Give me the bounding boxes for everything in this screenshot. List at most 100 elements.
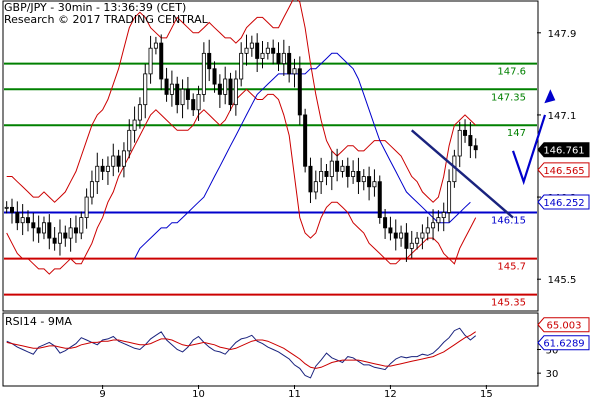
candle: [303, 108, 308, 173]
x-axis-tick-label: 12: [384, 389, 397, 400]
candle: [25, 210, 30, 232]
candle: [276, 42, 281, 71]
candle: [111, 143, 116, 177]
candle-body: [132, 119, 137, 131]
candle: [447, 169, 452, 223]
candle: [420, 224, 425, 250]
candle: [185, 76, 190, 110]
candle-body: [20, 217, 25, 224]
price-badge-label-2: 146.252: [543, 198, 584, 209]
bollinger-lower-line: [6, 88, 477, 275]
rsi-plot: [6, 327, 477, 379]
candle: [431, 209, 436, 241]
candle-body: [447, 181, 452, 213]
rsi-series-line-0: [6, 327, 477, 379]
candle: [393, 219, 398, 251]
candle: [319, 157, 324, 194]
candle: [441, 202, 446, 232]
candle: [63, 225, 68, 247]
candle-body: [169, 83, 174, 95]
candle-body: [95, 165, 100, 183]
candle: [196, 85, 201, 121]
candle: [31, 212, 36, 242]
candle-body: [457, 129, 462, 157]
candle-body: [180, 88, 185, 106]
candle-body: [281, 52, 286, 64]
rsi-axis-tick-label: 50: [546, 346, 559, 357]
candle: [409, 230, 414, 259]
candle: [388, 216, 393, 241]
candle-body: [116, 155, 121, 167]
candle: [372, 169, 377, 197]
candle: [335, 148, 340, 182]
level-label-3: 146.15: [491, 215, 526, 226]
candle: [121, 142, 126, 178]
candle: [105, 156, 110, 185]
candle-body: [276, 52, 281, 64]
candle: [175, 76, 180, 114]
candle: [233, 70, 238, 116]
candle: [356, 157, 361, 194]
candle: [148, 35, 153, 84]
candle-body: [68, 227, 73, 239]
candle: [57, 219, 62, 256]
x-axis-tick-label: 10: [192, 389, 205, 400]
rsi-badge-label-0: 65.003: [547, 321, 582, 332]
candle: [95, 152, 100, 194]
candle: [383, 208, 388, 239]
candle-body: [57, 232, 62, 244]
candle-body: [41, 222, 46, 234]
candle: [207, 39, 212, 82]
candle-body: [367, 176, 372, 188]
candle-body: [63, 232, 68, 239]
candle: [41, 216, 46, 240]
candle: [191, 93, 196, 116]
candle: [212, 61, 217, 93]
candle-body: [399, 232, 404, 239]
candle: [329, 151, 334, 191]
candle-body: [319, 170, 324, 183]
candle-body: [25, 217, 30, 224]
candle-body: [313, 181, 318, 193]
candle-body: [153, 42, 158, 49]
candle: [361, 169, 366, 191]
candle-body: [159, 42, 164, 80]
candle-body: [79, 217, 84, 234]
candle-body: [36, 227, 41, 234]
candle: [436, 210, 441, 232]
candle-body: [185, 88, 190, 100]
candle-body: [217, 83, 222, 95]
candle: [89, 170, 94, 205]
candle: [116, 149, 121, 173]
candle: [9, 198, 14, 224]
price-badge-0: [537, 142, 590, 158]
candle: [265, 42, 270, 60]
candle-body: [249, 42, 254, 49]
candle: [217, 74, 222, 108]
candle: [15, 201, 20, 231]
candle-body: [308, 165, 313, 193]
candle-body: [260, 52, 265, 59]
candle-body: [431, 222, 436, 229]
candle: [68, 218, 73, 252]
candle: [36, 215, 41, 243]
candle-body: [329, 160, 334, 177]
candle: [473, 138, 478, 159]
candle-body: [201, 52, 206, 95]
candle-body: [148, 47, 153, 75]
forecast-path: [511, 114, 547, 186]
candle: [287, 45, 292, 83]
candle: [457, 121, 462, 168]
candle-body: [425, 227, 430, 234]
candle-body: [143, 73, 148, 106]
candle: [468, 121, 473, 159]
candle: [73, 215, 78, 243]
candle: [169, 70, 174, 107]
price-badge-label-1: 146.565: [543, 166, 584, 177]
candle-body: [303, 114, 308, 167]
y-axis-tick-label: 147.1: [548, 111, 577, 122]
candle: [324, 164, 329, 186]
candle: [132, 106, 137, 143]
candle-body: [9, 206, 14, 213]
candle-body: [31, 222, 36, 229]
